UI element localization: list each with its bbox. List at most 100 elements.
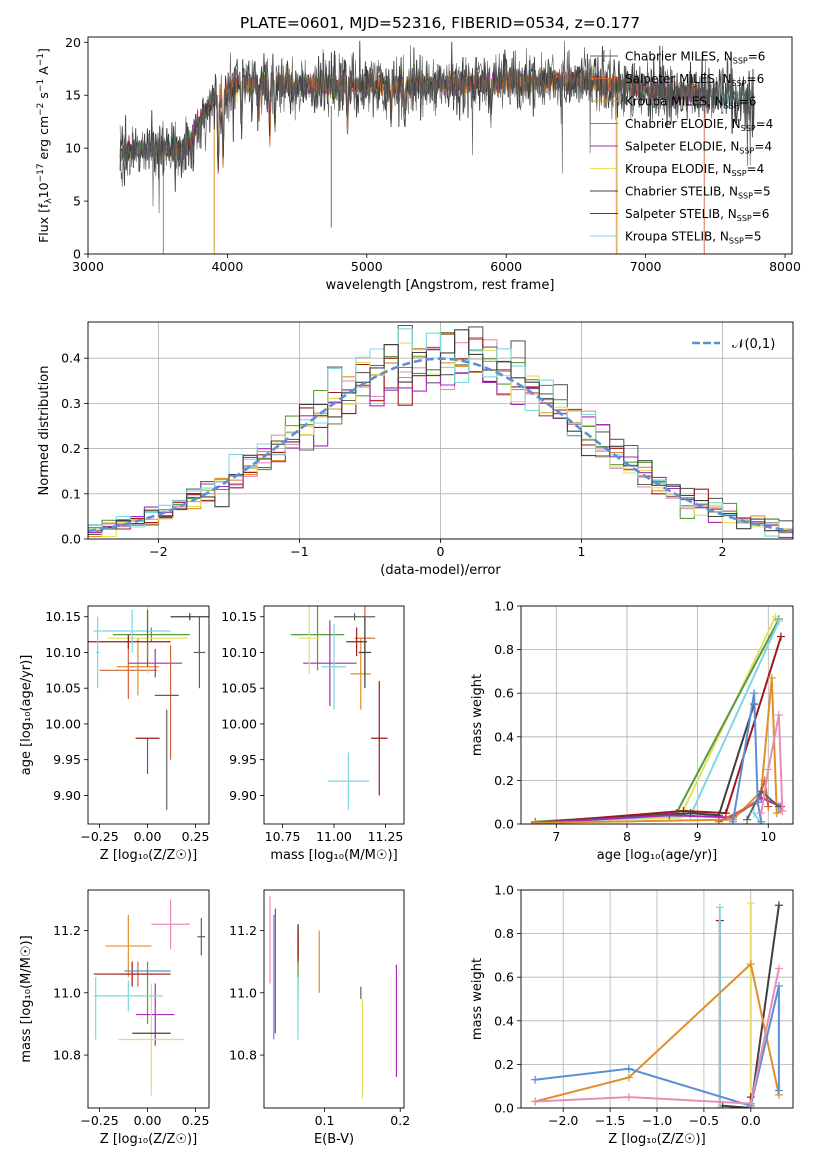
mass_weight_vs_Z-xtick-label: −1.0 [642, 1113, 672, 1128]
legend-label-sub: SSP [733, 57, 748, 66]
legend-label-main: Kroupa MILES, N [625, 95, 724, 109]
legend-label-sub: SSP [739, 147, 754, 156]
spectrum-ylabel-part: λ [44, 198, 54, 204]
legend-label-eq: =4 [756, 117, 774, 131]
legend-label-main: Chabrier ELODIE, N [625, 117, 741, 131]
mass_vs_ebv-xtick-label: 0.1 [315, 1113, 335, 1128]
legend-label-salp_elodie: Salpeter ELODIE, NSSP=4 [625, 140, 772, 156]
spectrum-xtick-label: 7000 [630, 259, 662, 274]
spectrum-lines [119, 40, 755, 254]
mass_vs_Z-xtick-label: 0.00 [134, 1113, 162, 1128]
legend-label-krou_stelib: Kroupa STELIB, NSSP=5 [625, 230, 762, 246]
legend-label-main: Salpeter MILES, N [625, 72, 732, 86]
mass_weight_vs_Z-ytick-label: 1.0 [494, 883, 514, 898]
age_vs_mass-ytick-label: 10.05 [221, 681, 257, 696]
mass_vs_ebv-frame [263, 889, 405, 1109]
mass_weight_vs_age-frame [520, 605, 794, 825]
mass_vs_Z-ytick-label: 10.8 [53, 1048, 81, 1063]
age_vs_mass-xtick-label: 11.25 [368, 829, 404, 844]
mass_vs_ebv-xtick-label: 0.2 [390, 1113, 410, 1128]
spectrum-xtick-label: 5000 [351, 259, 383, 274]
age_vs_mass-ytick-label: 10.00 [221, 716, 257, 731]
spectrum-xtick-label: 3000 [72, 259, 104, 274]
mass_vs_Z-ytick-label: 11.2 [53, 923, 81, 938]
age_vs_mass-ytick-label: 10.10 [221, 645, 257, 660]
mass_vs_Z-xtick-label: −0.25 [80, 1113, 118, 1128]
legend-label-eq: =5 [744, 230, 762, 244]
mass_weight_vs_Z-lines [531, 899, 783, 1108]
mass_weight_vs_age-line [535, 616, 777, 823]
residuals-xtick-label: 0 [437, 544, 445, 559]
legend-label-sub: SSP [737, 214, 752, 223]
mass_vs_Z-frame [87, 889, 210, 1109]
mass_vs_ebv-xlabel: E(B-V) [314, 1132, 354, 1147]
mass_weight_vs_Z-ytick-label: 0.8 [494, 926, 514, 941]
age_vs_mass-xlabel: mass [log₁₀(M/M☉)] [270, 848, 397, 863]
age_vs_Z-xlabel: Z [log₁₀(Z/Z☉)] [100, 848, 197, 863]
residuals-normal-curve [88, 357, 793, 533]
mass_weight_vs_age-ytick-label: 0.4 [494, 729, 514, 744]
age_vs_Z-xtick-label: 0.25 [182, 829, 210, 844]
spectrum-xtick-label: 8000 [769, 259, 801, 274]
residuals-step-8 [88, 329, 793, 537]
legend-label-main: Chabrier MILES, N [625, 50, 733, 64]
mass_vs_ebv-ytick-label: 11.0 [229, 985, 257, 1000]
spectrum-ytick-label: 5 [73, 194, 81, 209]
residuals-ylabel: Normed distribution [37, 366, 52, 496]
mass_vs_Z-ylabel: mass [log₁₀(M/M☉)] [19, 935, 34, 1062]
residuals-ytick-label: 0.3 [61, 396, 81, 411]
mass_weight_vs_age-line [535, 703, 756, 824]
mass_weight_vs_Z-ytick-label: 0.0 [494, 1101, 514, 1116]
spectrum-ytick-label: 0 [73, 247, 81, 262]
mass_weight_vs_Z-xtick-label: −2.0 [548, 1113, 578, 1128]
mass_weight_vs_age-xlabel: age [log₁₀(age/yr)] [597, 848, 718, 863]
mass_weight_vs_Z-ylabel: mass weight [470, 958, 485, 1040]
legend-label-eq: =4 [754, 140, 772, 154]
mass_weight_vs_age-line [731, 693, 763, 822]
age_vs_Z-ylabel: age [log₁₀(age/yr)] [19, 655, 34, 776]
mass_weight_vs_age-line [535, 636, 782, 824]
residuals-xtick-label: 1 [578, 544, 586, 559]
age_vs_mass-ytick-label: 9.95 [229, 752, 257, 767]
age_vs_Z-ytick-label: 10.05 [45, 681, 81, 696]
age_vs_mass-axes: 10.75 11.00 11.25 9.90 9.95 10.00 10.05 10.10 10… [221, 609, 403, 863]
age_vs_mass-xtick-label: 11.00 [316, 829, 352, 844]
mass_weight_vs_age-xtick-label: 8 [623, 829, 631, 844]
mass_vs_Z-xlabel: Z [log₁₀(Z/Z☉)] [100, 1132, 197, 1147]
age_vs_Z-points [88, 606, 209, 810]
spectrum-ylabel: Flux [fλ10−17 erg cm−2 s−1 A−1] [36, 48, 54, 243]
mass_vs_ebv-ytick-label: 10.8 [229, 1048, 257, 1063]
age_vs_Z-ytick-label: 10.15 [45, 609, 81, 624]
residuals-hist [88, 324, 793, 539]
legend-label-eq: =6 [747, 72, 765, 86]
legend-label-eq: =6 [739, 95, 757, 109]
mass_weight_vs_age-xtick-label: 9 [694, 829, 702, 844]
spectrum-ytick-label: 15 [65, 88, 81, 103]
age_vs_Z-ytick-label: 10.10 [45, 645, 81, 660]
spectrum-xtick-label: 4000 [211, 259, 243, 274]
mass_vs_ebv-points [269, 896, 398, 1099]
legend-label-eq: =6 [748, 50, 766, 64]
mass_weight_vs_age-xtick-label: 10 [760, 829, 776, 844]
legend-label-main: Chabrier STELIB, N [625, 185, 738, 199]
legend-label-sub: SSP [741, 124, 756, 133]
residuals-frame [87, 321, 794, 540]
spectrum-xlabel: wavelength [Angstrom, rest frame] [326, 278, 555, 293]
age_vs_Z-axes: −0.25 0.00 0.25 9.90 9.95 10.00 10.05 10.10 10.1… [19, 609, 209, 863]
age_vs_mass-ytick-label: 10.15 [221, 609, 257, 624]
spectrum-frame [87, 36, 793, 255]
mass_weight_vs_age-axes: 7 8 9 10 0.0 0.2 0.4 0.6 0.8 1.0 age [log₁₀(age/yr… [470, 599, 793, 863]
spectrum-ylabel-part: 10 [36, 182, 51, 198]
mass_weight_vs_Z-xlabel: Z [log₁₀(Z/Z☉)] [608, 1132, 705, 1147]
mass_weight_vs_age-line [535, 620, 780, 824]
legend-label-sub: SSP [732, 79, 747, 88]
age_vs_Z-xtick-label: 0.00 [134, 829, 162, 844]
legend-label-eq: =6 [752, 207, 770, 221]
mass_weight_vs_age-lines [531, 612, 787, 824]
age_vs_mass-xtick-label: 10.75 [265, 829, 301, 844]
age_vs_mass-points [290, 606, 388, 810]
spectrum-ylabel-part: s [36, 92, 51, 103]
legend-label-salp_miles: Salpeter MILES, NSSP=6 [625, 72, 764, 88]
